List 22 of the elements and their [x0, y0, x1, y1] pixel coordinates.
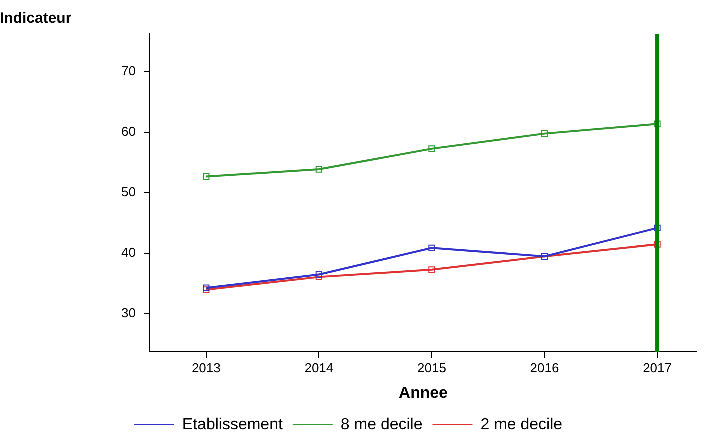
point [316, 271, 323, 278]
point [428, 146, 436, 152]
x-tick-label: 2014 [304, 360, 334, 376]
y-tick-label: 60 [122, 124, 136, 140]
point [428, 244, 436, 252]
legend-label: 8 me decile [340, 416, 423, 434]
point [541, 130, 548, 138]
y-tick-label: 40 [122, 245, 136, 260]
legend-label: 2 me decile [480, 416, 563, 434]
point [203, 173, 210, 180]
y-tick-label: 70 [122, 64, 136, 79]
y-axis-title: Indicateur [0, 10, 72, 28]
y-tick-label: 30 [122, 306, 136, 321]
x-tick-label: 2015 [418, 360, 446, 376]
x-tick-label: 2013 [192, 360, 221, 376]
point [428, 266, 436, 274]
legend-label: Etablissement [182, 416, 284, 434]
x-axis-title: Annee [399, 384, 448, 402]
x-tick-label: 2017 [643, 360, 672, 376]
y-tick-label: 50 [122, 184, 136, 200]
x-tick-label: 2016 [530, 360, 560, 376]
point [316, 166, 323, 173]
